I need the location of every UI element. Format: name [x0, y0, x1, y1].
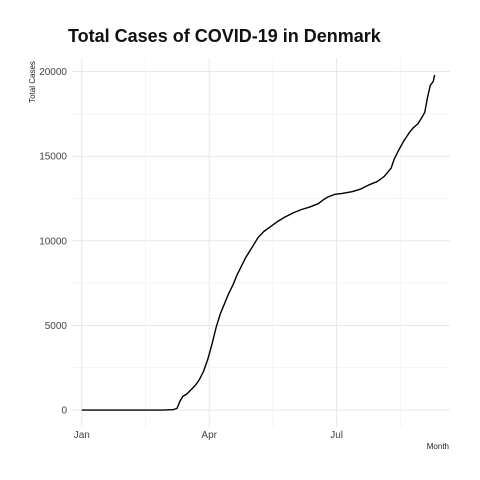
y-tick-label: 20000: [39, 67, 67, 78]
y-tick-labels: 0 5000 10000 15000 20000: [39, 67, 67, 417]
y-tick-label: 5000: [45, 321, 68, 332]
major-gridlines: [72, 58, 450, 427]
y-tick-label: 10000: [39, 236, 67, 247]
x-tick-labels: Jan Apr Jul: [74, 430, 343, 441]
y-axis-title: Total Cases: [28, 61, 37, 103]
x-axis-title: Month: [427, 442, 449, 451]
y-tick-label: 0: [61, 406, 67, 417]
x-tick-label: Apr: [201, 430, 217, 441]
x-tick-label: Jan: [74, 430, 90, 441]
x-tick-label: Jul: [330, 430, 343, 441]
y-tick-label: 15000: [39, 152, 67, 163]
series-line-total-cases: [81, 74, 436, 411]
minor-gridlines: [72, 58, 450, 427]
chart-title: Total Cases of COVID-19 in Denmark: [68, 26, 381, 46]
